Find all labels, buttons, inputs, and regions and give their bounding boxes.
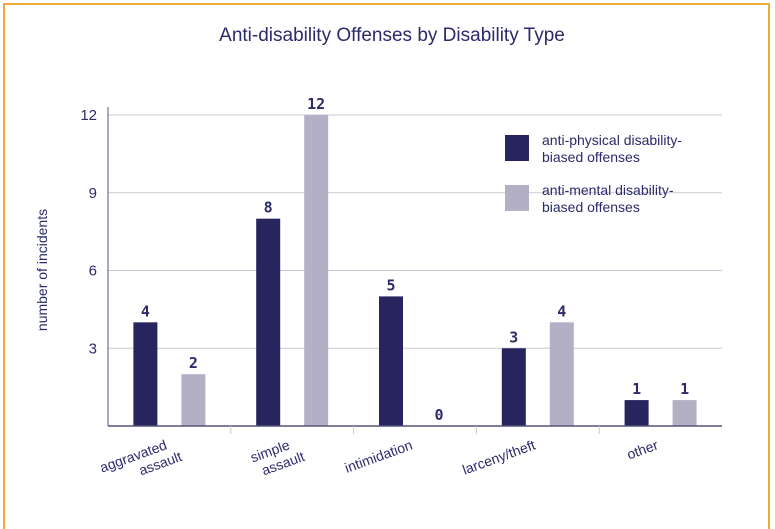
- x-tick-label: other: [625, 436, 661, 462]
- data-label: 1: [632, 380, 641, 398]
- y-tick-label: 3: [89, 340, 97, 357]
- data-label: 2: [189, 354, 198, 372]
- bar: [501, 348, 526, 426]
- chart-title: Anti-disability Offenses by Disability T…: [219, 25, 565, 46]
- x-tick-label: aggravatedassault: [98, 433, 184, 490]
- bar: [624, 400, 649, 426]
- data-label: 0: [434, 406, 443, 424]
- x-tick-label: intimidation: [342, 437, 414, 476]
- y-tick-label: 12: [80, 107, 97, 124]
- bar: [549, 322, 574, 426]
- data-label: 5: [386, 276, 395, 294]
- legend-label: anti-mental disability-biased offenses: [542, 182, 674, 215]
- data-label: 1: [680, 380, 689, 398]
- bar: [133, 322, 158, 426]
- legend-label: anti-physical disability-biased offenses: [542, 132, 682, 165]
- data-label: 4: [141, 302, 150, 320]
- gridlines: [108, 114, 722, 349]
- legend: anti-physical disability-biased offenses…: [505, 132, 682, 215]
- bar: [181, 374, 206, 426]
- data-label: 3: [509, 328, 518, 346]
- y-tick-label: 6: [89, 263, 97, 280]
- bar: [672, 400, 697, 426]
- bar: [304, 115, 329, 426]
- data-label: 4: [557, 302, 566, 320]
- x-tick-label: simpleassault: [248, 433, 306, 480]
- bar: [256, 218, 281, 426]
- x-tick-label: larceny/theft: [460, 436, 537, 477]
- data-labels: 4 2 8 12 5 0 3 4 1 1: [141, 95, 689, 424]
- bars: [133, 115, 697, 426]
- legend-swatch: [505, 185, 529, 211]
- legend-swatch: [505, 135, 529, 161]
- y-axis-label: number of incidents: [34, 209, 50, 331]
- data-label: 8: [264, 199, 273, 217]
- data-label: 12: [307, 95, 325, 113]
- chart-frame: [3, 3, 770, 529]
- y-tick-label: 9: [89, 185, 97, 202]
- bar: [379, 296, 403, 426]
